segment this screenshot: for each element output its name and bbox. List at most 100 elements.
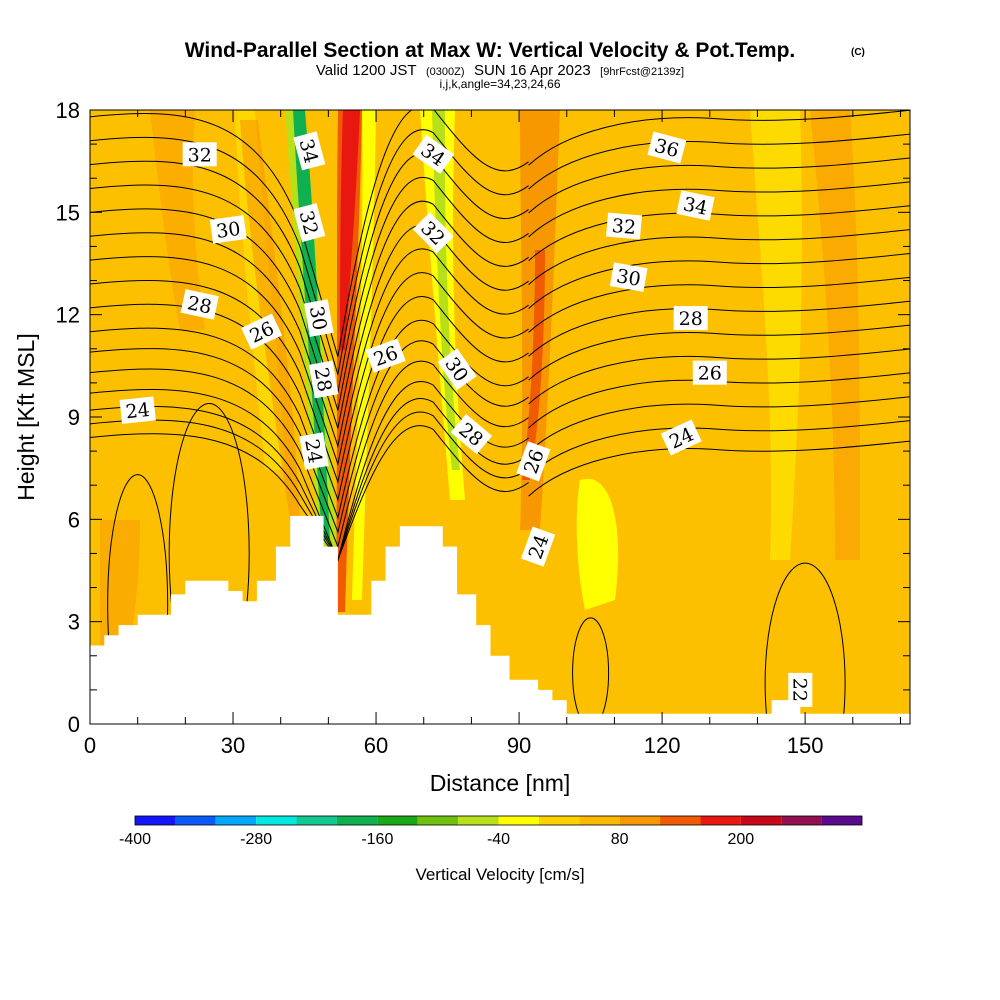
contour-label-background — [241, 313, 283, 350]
colorbar-swatch — [417, 816, 459, 825]
colorbar: -400 -280 -160 -40 80 200 — [119, 815, 863, 848]
isentrope-line — [528, 253, 910, 309]
isentrope-line — [90, 425, 529, 562]
isentrope-line — [90, 200, 529, 429]
x-tick-label: 0 — [84, 733, 96, 758]
isentrope-line — [528, 348, 910, 405]
contour-label: 22 — [788, 672, 813, 707]
contour-label: 30 — [609, 262, 648, 292]
isentrope-line — [107, 474, 169, 724]
contour-label-background — [609, 262, 648, 292]
forecast-info: [9hrFcst@2139z] — [600, 66, 684, 78]
plot-area — [90, 110, 910, 724]
contour-label-background — [365, 338, 406, 373]
colorbar-frame — [134, 815, 863, 826]
contour-label: 34 — [293, 131, 326, 171]
contour-label-text: 24 — [125, 399, 151, 423]
contour-label-background — [676, 190, 715, 221]
y-tick-label: 18 — [56, 98, 80, 123]
contour-label-text: 32 — [188, 144, 212, 166]
contour-label-background — [293, 131, 326, 171]
contour-label-background — [299, 432, 329, 470]
contour-label-background — [450, 413, 493, 455]
colorbar-swatch — [377, 816, 418, 825]
isentrope-line — [528, 133, 910, 190]
isentrope-line — [528, 396, 910, 453]
isentrope-line — [90, 340, 529, 534]
contour-label: 28 — [180, 289, 219, 320]
contour-label-background — [788, 672, 813, 707]
y-tick-label: 6 — [68, 507, 80, 532]
contour-label: 32 — [293, 203, 326, 243]
contour-label-text: 24 — [300, 437, 326, 465]
contour-label: 26 — [365, 338, 406, 373]
contour-label: 28 — [308, 360, 339, 399]
contour-label-background — [412, 212, 454, 254]
contour-label-background — [647, 131, 687, 164]
colorbar-tick-label: 200 — [727, 831, 754, 848]
shade-orange-red-band-2 — [522, 250, 545, 480]
valid-utc: (0300Z) — [426, 66, 465, 78]
contour-label-background — [437, 348, 477, 391]
shade-light-green-band-2 — [432, 110, 460, 470]
colorbar-swatch — [336, 816, 378, 825]
contour-label-background — [606, 212, 642, 240]
x-tick-label: 120 — [644, 733, 681, 758]
contour-label-background — [516, 441, 551, 482]
x-axis-title: Distance [nm] — [430, 770, 571, 796]
contour-label: 30 — [209, 215, 247, 244]
isentrope-line — [528, 276, 910, 333]
contour-label: 28 — [450, 413, 493, 455]
shade-yellow-blob — [576, 478, 619, 610]
isentrope-line — [90, 411, 529, 562]
contour-label-text: 30 — [305, 304, 331, 332]
isentrope-line — [90, 153, 529, 393]
y-tick-label: 12 — [56, 303, 80, 328]
grid-info: i,j,k,angle=34,23,24,66 — [439, 77, 560, 91]
contour-label: 32 — [182, 142, 217, 167]
contour-label: 26 — [516, 441, 551, 482]
contour-label-text: 28 — [310, 366, 336, 394]
y-tick-label: 0 — [68, 712, 80, 737]
colorbar-swatch — [135, 816, 176, 825]
colorbar-swatch — [821, 816, 862, 825]
contour-label-background — [304, 299, 334, 337]
colorbar-swatch — [498, 816, 539, 825]
isentrope-line — [90, 272, 529, 484]
x-tick-label: 30 — [221, 733, 245, 758]
contour-label-background — [308, 360, 339, 399]
colorbar-tick-label: -160 — [361, 831, 393, 848]
colorbar-swatch — [660, 816, 701, 825]
isentrope-line — [528, 440, 910, 497]
y-axis-title: Height [Kft MSL] — [13, 333, 39, 500]
contour-label-text: 32 — [611, 215, 637, 239]
terrain-mask — [90, 515, 910, 724]
contour-label-background — [209, 215, 247, 244]
contour-labels: 3230282624343230282426343230282624363432… — [119, 131, 813, 707]
colorbar-swatch — [175, 816, 216, 825]
y-tick-label: 9 — [68, 405, 80, 430]
shade-yellow-band-2 — [352, 110, 376, 600]
isentrope-line — [528, 420, 910, 477]
contour-label: 28 — [673, 306, 708, 331]
contour-label: 34 — [676, 190, 715, 221]
copyright-mark: (C) — [851, 47, 865, 58]
contour-label: 24 — [299, 432, 329, 470]
contour-label-text: 26 — [698, 363, 722, 385]
colorbar-swatch — [781, 816, 822, 825]
y-tick-label: 15 — [56, 200, 80, 225]
colorbar-swatch — [700, 816, 741, 825]
x-tick-label: 150 — [787, 733, 824, 758]
contour-label-text: 28 — [679, 308, 703, 330]
contour-label: 32 — [412, 212, 454, 254]
x-axis: 0 30 60 90 120 150 — [84, 110, 901, 758]
contour-label-text: 30 — [215, 218, 242, 243]
isentrope-line — [528, 229, 910, 285]
isentrope-line — [528, 181, 910, 238]
contour-label-background — [692, 360, 727, 385]
colorbar-swatch — [215, 816, 257, 825]
colorbar-swatch — [579, 816, 620, 825]
x-tick-label: 60 — [364, 733, 388, 758]
